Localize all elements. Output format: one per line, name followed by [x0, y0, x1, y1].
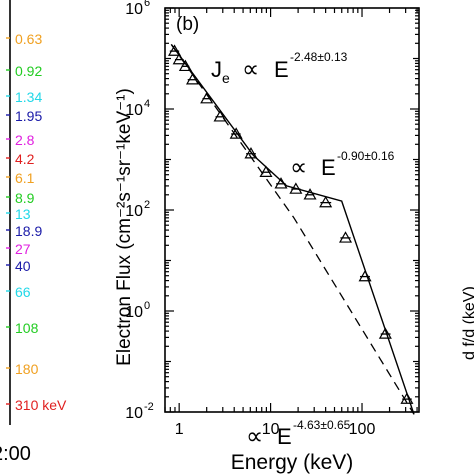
annotation-high: ∝ E -4.63±0.65: [246, 418, 351, 450]
plot-frame: [164, 7, 420, 413]
data-point-triangle: [319, 195, 333, 208]
data-point-triangle: [358, 269, 372, 282]
data-point-triangle: [178, 59, 192, 72]
left-panel-energy-label: 8.9: [15, 190, 35, 206]
mid-proportional: ∝: [290, 154, 307, 181]
high-proportional: ∝: [246, 423, 263, 450]
left-panel-energy-label: 108: [15, 320, 39, 336]
left-panel-energy-label: 27: [15, 241, 31, 257]
data-point-triangle: [400, 392, 414, 404]
je-energy: E: [274, 57, 289, 82]
data-points: [168, 44, 414, 404]
y-tick-label: 10: [125, 1, 143, 18]
y-tick-label: 10: [125, 405, 143, 422]
fit-line-solid: [170, 43, 415, 415]
data-point-triangle: [185, 73, 200, 85]
svg-text:Je: Je: [211, 57, 230, 86]
panel-label: (b): [176, 14, 199, 35]
x-tick-label: 10: [262, 421, 280, 438]
data-point-triangle: [213, 110, 227, 122]
y-tick-label-exponent: -2: [144, 401, 154, 413]
fit-line-dashed: [170, 44, 415, 415]
mid-energy: E: [321, 155, 336, 180]
left-panel-energy-label: 18.9: [15, 223, 42, 239]
left-panel-energy-label: 40: [15, 258, 31, 274]
high-energy: E: [277, 424, 292, 449]
annotation-mid: ∝ E -0.90±0.16: [290, 149, 395, 181]
left-panel-energy-label: 6.1: [15, 170, 35, 186]
data-point-triangle: [244, 147, 258, 159]
data-point-triangle: [378, 327, 392, 339]
axis-ticks: [164, 7, 419, 413]
y-axis-label: Electron Flux (cm⁻²s⁻¹sr⁻¹keV⁻¹): [114, 88, 135, 366]
annotation-je: Je ∝ E -2.48±0.13: [211, 50, 348, 86]
je-proportional: ∝: [242, 56, 259, 83]
y-tick-label-exponent: 0: [144, 300, 150, 312]
data-point-triangle: [289, 182, 303, 194]
left-panel-energy-label: 180: [15, 361, 39, 377]
je-symbol: J: [211, 57, 222, 82]
y-tick-label-exponent: 4: [144, 98, 150, 110]
data-point-triangle: [172, 52, 186, 65]
je-subscript: e: [222, 70, 230, 86]
y-tick-label-exponent: 6: [144, 0, 150, 9]
y-tick-label: 10: [125, 102, 143, 119]
left-panel-time-tick: 2:00: [0, 443, 31, 465]
high-exponent: -4.63±0.65: [293, 418, 351, 432]
x-axis-label: Energy (keV): [231, 451, 354, 474]
right-panel-ylabel: d f/d (keV): [461, 286, 474, 360]
left-panel-energy-label: 0.63: [15, 31, 42, 47]
left-panel-energy-label: 0.92: [15, 63, 42, 79]
data-point-triangle: [229, 127, 243, 139]
x-tick-label: 1: [175, 421, 184, 438]
data-point-triangle: [168, 44, 182, 56]
y-tick-label: 10: [125, 203, 143, 220]
right-panel: d f/d (keV): [461, 286, 474, 360]
data-point-triangle: [200, 91, 214, 104]
data-point-triangle: [303, 188, 317, 200]
je-exponent: -2.48±0.13: [290, 50, 348, 64]
left-panel-energy-label: 310 keV: [15, 397, 67, 413]
left-panel-energy-label: 1.34: [15, 89, 42, 105]
left-panel-energy-label: 1.95: [15, 108, 42, 124]
left-panel-energy-label: 4.2: [15, 151, 35, 167]
x-tick-label: 100: [349, 421, 376, 438]
y-tick-label-exponent: 2: [144, 199, 150, 211]
data-point-triangle: [338, 231, 353, 243]
left-panel-energy-label: 13: [15, 206, 31, 222]
data-point-triangle: [274, 177, 288, 189]
left-panel-energy-label: 66: [15, 284, 31, 300]
y-tick-label: 10: [125, 304, 143, 321]
left-panel-energy-label: 2.8: [15, 132, 35, 148]
mid-exponent: -0.90±0.16: [337, 149, 395, 163]
data-point-triangle: [259, 165, 273, 177]
